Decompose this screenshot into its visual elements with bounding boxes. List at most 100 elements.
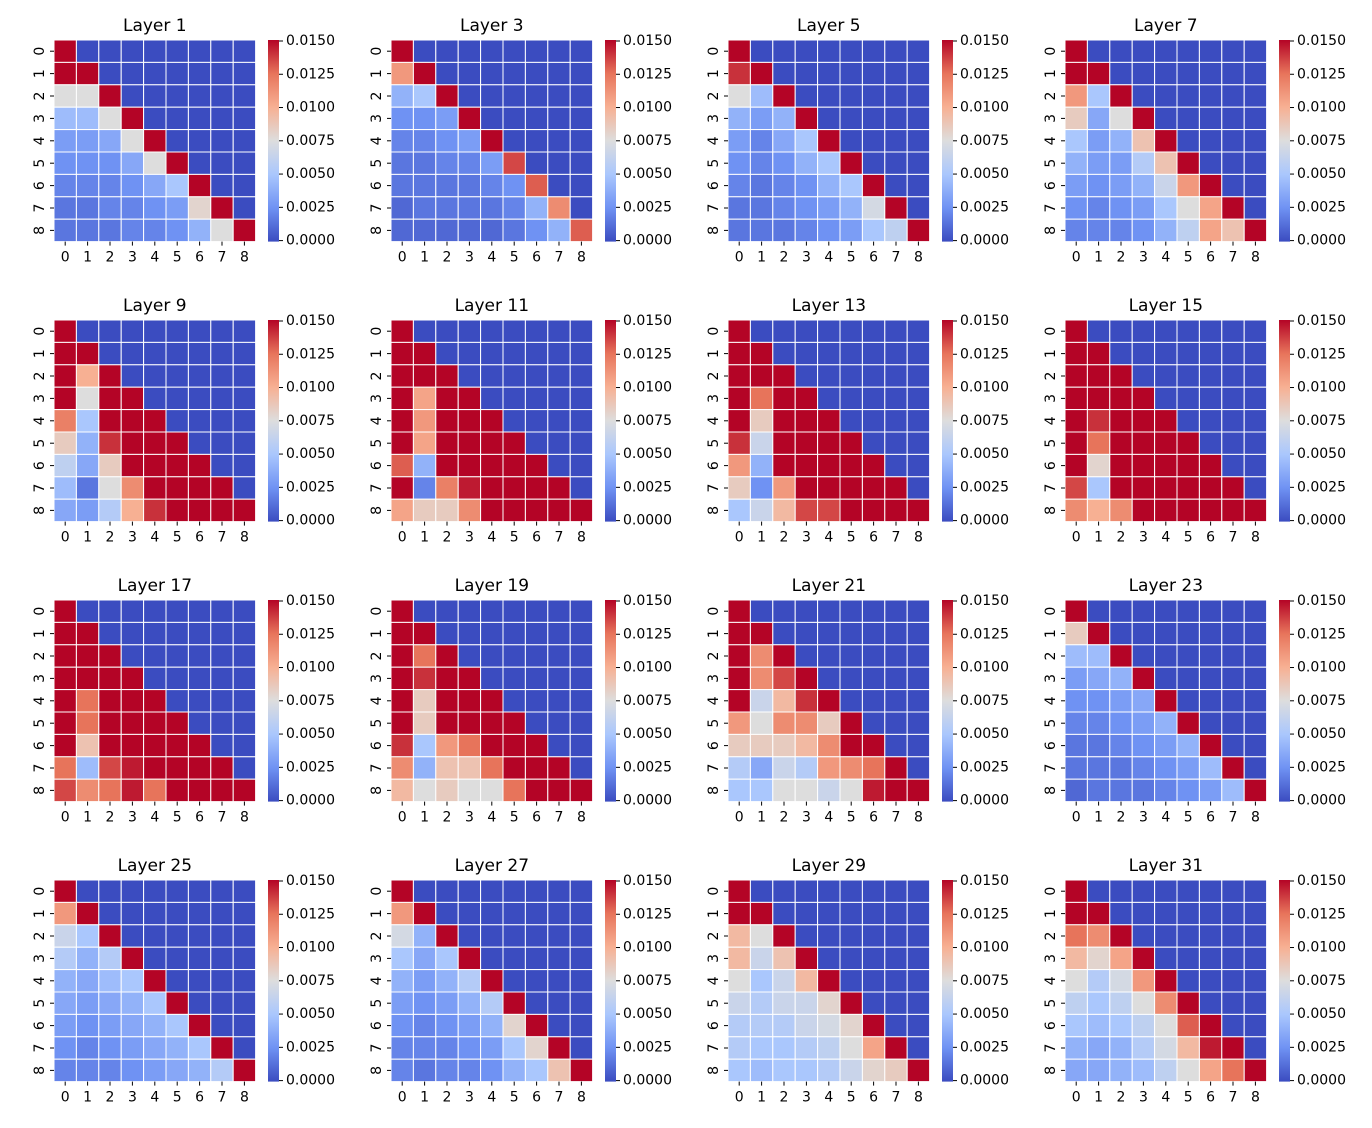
heatmap-cell: [1243, 431, 1268, 455]
heatmap-cell: [1086, 711, 1111, 735]
heatmap-cell: [1176, 599, 1200, 623]
heatmap-cell: [884, 386, 908, 411]
x-tick-label: 8: [240, 530, 249, 546]
y-tick-label: 3: [706, 394, 722, 403]
heatmap-cell: [120, 1013, 145, 1038]
heatmap-cell: [861, 364, 886, 388]
heatmap-cell: [794, 476, 819, 500]
heatmap-cell: [524, 476, 549, 500]
x-tick-label: 8: [914, 810, 923, 826]
y-tick-label: 0: [369, 327, 385, 336]
heatmap-cell: [480, 778, 504, 803]
heatmap-cell: [839, 879, 863, 903]
colorbar: [1279, 320, 1290, 522]
heatmap-cell: [727, 218, 751, 243]
heatmap-cell: [120, 711, 145, 735]
heatmap-cell: [165, 924, 189, 948]
heatmap-cell: [749, 756, 774, 780]
heatmap-cell: [120, 173, 145, 198]
x-tick-label: 3: [802, 810, 811, 826]
heatmap-cell: [1154, 599, 1178, 623]
heatmap-cell: [1198, 711, 1223, 735]
heatmap-cell: [1109, 151, 1133, 175]
heatmap-cell: [1064, 151, 1088, 175]
heatmap-cell: [502, 84, 526, 108]
heatmap-cell: [839, 476, 863, 500]
heatmap-cell: [390, 218, 414, 243]
heatmap-cell: [390, 409, 414, 433]
heatmap-cell: [772, 453, 796, 478]
heatmap-cell: [547, 498, 571, 523]
heatmap-cell: [817, 218, 841, 243]
x-tick-label: 6: [532, 530, 541, 546]
heatmap-cell: [861, 644, 886, 668]
heatmap-cell: [1109, 61, 1133, 86]
heatmap-cell: [839, 756, 863, 780]
heatmap-cell: [839, 61, 863, 86]
heatmap-cell: [165, 476, 189, 500]
heatmap-cell: [53, 924, 77, 948]
y-tick-label: 0: [1043, 47, 1059, 56]
panel-title: Layer 23: [1129, 576, 1203, 596]
y-tick-label: 0: [1043, 327, 1059, 336]
heatmap-cell: [1131, 39, 1156, 63]
heatmap-cell: [457, 778, 482, 803]
heatmap-cell: [412, 409, 437, 433]
y-tick-label: 5: [369, 719, 385, 728]
x-tick-label: 2: [1117, 530, 1126, 546]
heatmap-cell: [906, 599, 931, 623]
heatmap-cell: [839, 319, 863, 343]
heatmap-cell: [435, 453, 459, 478]
heatmap-cell: [817, 924, 841, 948]
heatmap-cell: [75, 599, 100, 623]
x-tick-label: 6: [1206, 250, 1215, 266]
heatmap-cell: [569, 991, 594, 1015]
heatmap-cell: [772, 341, 796, 366]
heatmap-cell: [906, 778, 931, 803]
heatmap-cell: [502, 196, 526, 220]
heatmap-cell: [435, 364, 459, 388]
heatmap-cell: [906, 218, 931, 243]
y-tick-label: 0: [369, 887, 385, 896]
heatmap-cell: [1086, 1058, 1111, 1083]
colorbar: [605, 600, 616, 802]
x-tick-label: 1: [757, 1090, 766, 1106]
colorbar-tick-label: 0.0125: [623, 66, 672, 82]
x-tick-label: 7: [1229, 250, 1238, 266]
heatmap-cell: [1154, 218, 1178, 243]
heatmap-cell: [839, 453, 863, 478]
heatmap-cell: [839, 621, 863, 646]
heatmap-cell: [1086, 319, 1111, 343]
y-tick-label: 1: [706, 629, 722, 638]
heatmap-cell: [794, 924, 819, 948]
heatmap-cell: [75, 711, 100, 735]
heatmap-cell: [502, 879, 526, 903]
heatmap-cell: [412, 151, 437, 175]
x-tick-label: 4: [150, 1090, 159, 1106]
y-tick-label: 5: [32, 999, 48, 1008]
heatmap-cell: [1131, 129, 1156, 153]
heatmap-cell: [1064, 1013, 1088, 1038]
heatmap-cell: [143, 341, 167, 366]
heatmap-cell: [435, 901, 459, 926]
heatmap-cell: [232, 733, 257, 758]
heatmap-cell: [1154, 946, 1178, 971]
heatmap-cell: [187, 39, 212, 63]
heatmap-cell: [390, 129, 414, 153]
heatmap-cell: [524, 599, 549, 623]
heatmap-cell: [502, 61, 526, 86]
heatmap-cell: [210, 879, 234, 903]
colorbar-tick-label: 0.0125: [286, 66, 335, 82]
heatmap-cell: [1198, 1058, 1223, 1083]
heatmap-cell: [547, 689, 571, 713]
heatmap-cell: [435, 711, 459, 735]
heatmap-cell: [906, 924, 931, 948]
heatmap-cell: [839, 151, 863, 175]
y-tick-label: 0: [706, 887, 722, 896]
heatmap-cell: [1131, 991, 1156, 1015]
heatmap-cell: [457, 666, 482, 691]
heatmap-cell: [772, 173, 796, 198]
heatmap-cell: [884, 733, 908, 758]
heatmap-cell: [98, 924, 122, 948]
y-tick-label: 7: [32, 204, 48, 213]
